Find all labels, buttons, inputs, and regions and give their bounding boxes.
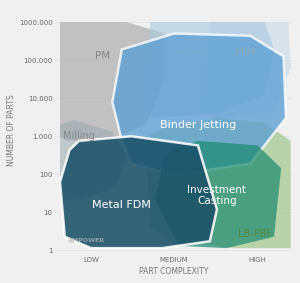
Text: ▲: ▲ [69, 237, 75, 243]
Polygon shape [60, 120, 127, 200]
Polygon shape [60, 136, 217, 248]
Text: Casting: Casting [169, 47, 208, 57]
Text: MIM: MIM [235, 47, 256, 57]
Polygon shape [146, 22, 274, 118]
Polygon shape [155, 141, 281, 248]
Text: LB-PBF: LB-PBF [238, 230, 272, 239]
Polygon shape [60, 22, 165, 141]
Polygon shape [203, 22, 291, 118]
Polygon shape [146, 118, 291, 248]
Text: Metal FDM: Metal FDM [92, 200, 151, 210]
Text: Milling: Milling [63, 131, 95, 141]
Text: Binder Jetting: Binder Jetting [160, 120, 236, 130]
Text: AMPOWER: AMPOWER [68, 238, 105, 243]
Text: Investment
Casting: Investment Casting [188, 185, 247, 206]
Y-axis label: NUMBER OF PARTS: NUMBER OF PARTS [7, 95, 16, 166]
X-axis label: PART COMPLEXITY: PART COMPLEXITY [140, 267, 209, 276]
Polygon shape [112, 33, 286, 175]
Text: PM: PM [95, 51, 110, 61]
